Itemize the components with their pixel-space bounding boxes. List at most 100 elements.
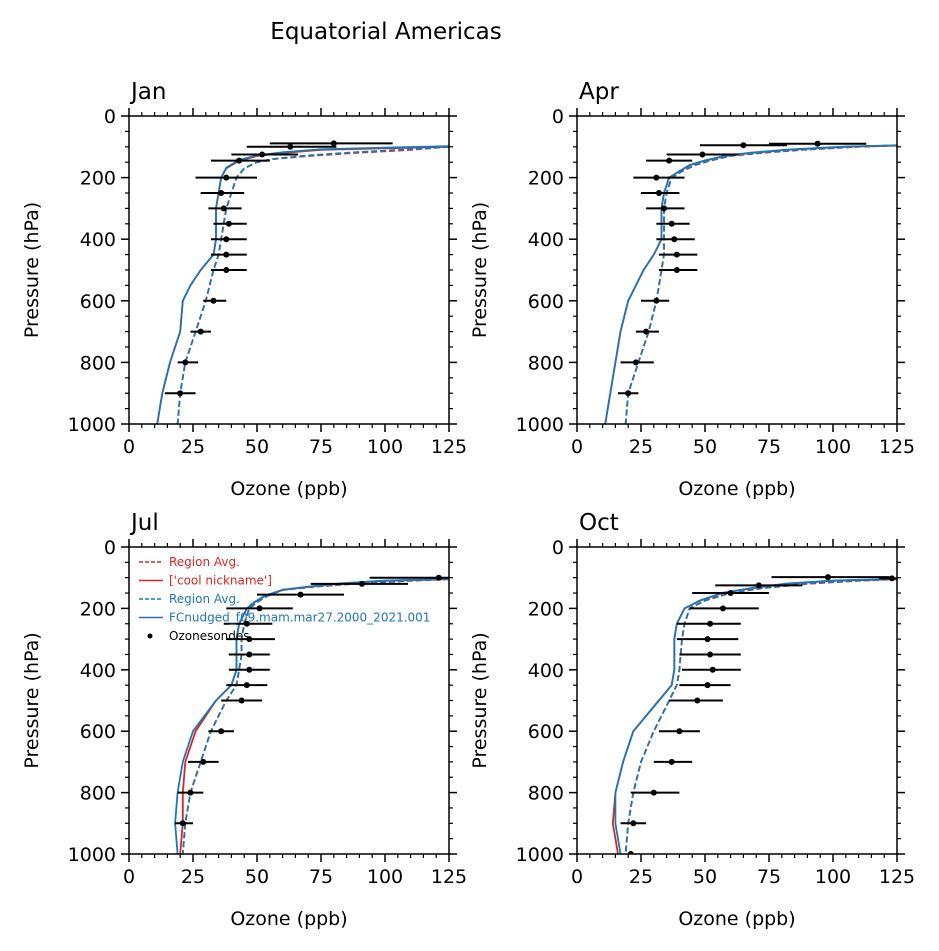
- x-tick-label: 50: [245, 436, 269, 458]
- sonde-point: [256, 605, 263, 612]
- sonde-point: [824, 574, 831, 581]
- series-line: [604, 144, 897, 424]
- y-tick-label: 800: [80, 783, 116, 805]
- sonde-point: [661, 205, 668, 212]
- legend-label: FCnudged_f09.mam.mar27.2000_2021.001: [169, 611, 430, 625]
- sonde-point: [200, 758, 207, 765]
- sonde-point: [243, 682, 250, 689]
- y-tick-label: 1000: [516, 844, 564, 866]
- panel-title: Apr: [579, 79, 619, 105]
- sonde-point: [888, 575, 895, 582]
- sonde-point: [246, 651, 253, 658]
- x-tick-label: 75: [757, 866, 781, 888]
- axes-frame: [128, 546, 450, 855]
- y-tick-label: 1000: [68, 414, 116, 436]
- x-tick-label: 25: [181, 436, 205, 458]
- y-tick-label: 200: [528, 168, 564, 190]
- plot-area: [174, 574, 449, 854]
- y-tick-label: 0: [104, 106, 116, 128]
- sonde-point: [673, 267, 680, 273]
- sonde-point: [179, 820, 186, 827]
- y-axis-label: Pressure (hPa): [21, 202, 43, 338]
- legend-marker: [147, 633, 153, 639]
- sonde-point: [358, 580, 365, 587]
- x-tick-label: 25: [181, 866, 205, 888]
- y-tick-label: 400: [80, 229, 116, 251]
- axes-frame: [576, 115, 898, 425]
- sonde-point: [246, 666, 253, 673]
- series-line: [156, 145, 449, 424]
- series-line: [176, 145, 449, 424]
- sonde-point: [704, 682, 711, 689]
- y-tick-label: 200: [80, 168, 116, 190]
- sonde-point: [676, 728, 683, 735]
- legend-label: Ozonesondes: [169, 629, 250, 643]
- x-tick-label: 50: [245, 866, 269, 888]
- series-line: [614, 578, 897, 854]
- y-tick-label: 1000: [68, 844, 116, 866]
- y-tick-label: 400: [528, 660, 564, 682]
- x-tick-label: 0: [571, 436, 583, 458]
- y-tick-label: 1000: [516, 414, 564, 436]
- series-line: [176, 145, 449, 424]
- panel-jul: 0 25 50 75 100 125 0 200 400 600 800 1000 Ozone (ppb…: [21, 510, 467, 930]
- y-axis-label: Pressure (hPa): [21, 632, 43, 768]
- sonde-point: [655, 190, 662, 196]
- axes-frame: [576, 546, 898, 855]
- series-line: [604, 144, 897, 424]
- sonde-point: [709, 666, 716, 673]
- x-tick-label: 100: [815, 436, 851, 458]
- sonde-point: [740, 142, 747, 149]
- x-tick-label: 50: [693, 436, 717, 458]
- legend-label: Region Avg.: [169, 555, 240, 569]
- sonde-point: [671, 236, 678, 243]
- sonde-point: [814, 140, 821, 147]
- sonde-point: [330, 140, 337, 147]
- y-tick-label: 600: [80, 291, 116, 313]
- sonde-point: [218, 728, 225, 735]
- x-tick-label: 75: [309, 436, 333, 458]
- y-axis-label: Pressure (hPa): [469, 632, 491, 768]
- y-tick-label: 400: [528, 229, 564, 251]
- x-axis-label: Ozone (ppb): [678, 478, 795, 500]
- sonde-point: [197, 328, 204, 335]
- y-tick-label: 600: [528, 291, 564, 313]
- panel-title: Jul: [129, 510, 159, 536]
- axes-frame: [128, 115, 450, 425]
- y-tick-label: 600: [80, 721, 116, 743]
- sonde-point: [673, 251, 680, 258]
- series-line: [611, 578, 897, 854]
- x-tick-label: 100: [367, 866, 403, 888]
- y-tick-label: 0: [104, 537, 116, 559]
- sonde-point: [650, 789, 657, 796]
- y-tick-label: 800: [528, 783, 564, 805]
- sonde-point: [668, 220, 675, 227]
- sonde-point: [643, 328, 650, 335]
- sonde-point: [719, 605, 726, 612]
- y-tick-label: 600: [528, 721, 564, 743]
- sonde-point: [666, 157, 673, 164]
- sonde-point: [707, 651, 714, 658]
- sonde-point: [238, 697, 245, 704]
- x-tick-label: 125: [879, 866, 915, 888]
- plot-area: [156, 140, 449, 424]
- series-line: [624, 578, 897, 854]
- sonde-point: [246, 636, 253, 643]
- x-tick-label: 0: [571, 866, 583, 888]
- plot-area: [611, 574, 897, 854]
- y-tick-label: 0: [552, 537, 564, 559]
- sonde-point: [223, 174, 230, 181]
- x-tick-label: 0: [123, 436, 135, 458]
- sonde-point: [287, 143, 294, 150]
- sonde-point: [225, 220, 232, 227]
- sonde-point: [220, 205, 227, 212]
- x-tick-label: 125: [879, 436, 915, 458]
- sonde-point: [699, 151, 706, 158]
- sonde-point: [630, 820, 637, 827]
- x-tick-label: 100: [815, 866, 851, 888]
- figure-title: Equatorial Americas: [270, 19, 501, 45]
- x-tick-label: 25: [629, 866, 653, 888]
- sonde-point: [223, 236, 230, 243]
- sonde-point: [632, 359, 639, 366]
- legend-label: Region Avg.: [169, 592, 240, 606]
